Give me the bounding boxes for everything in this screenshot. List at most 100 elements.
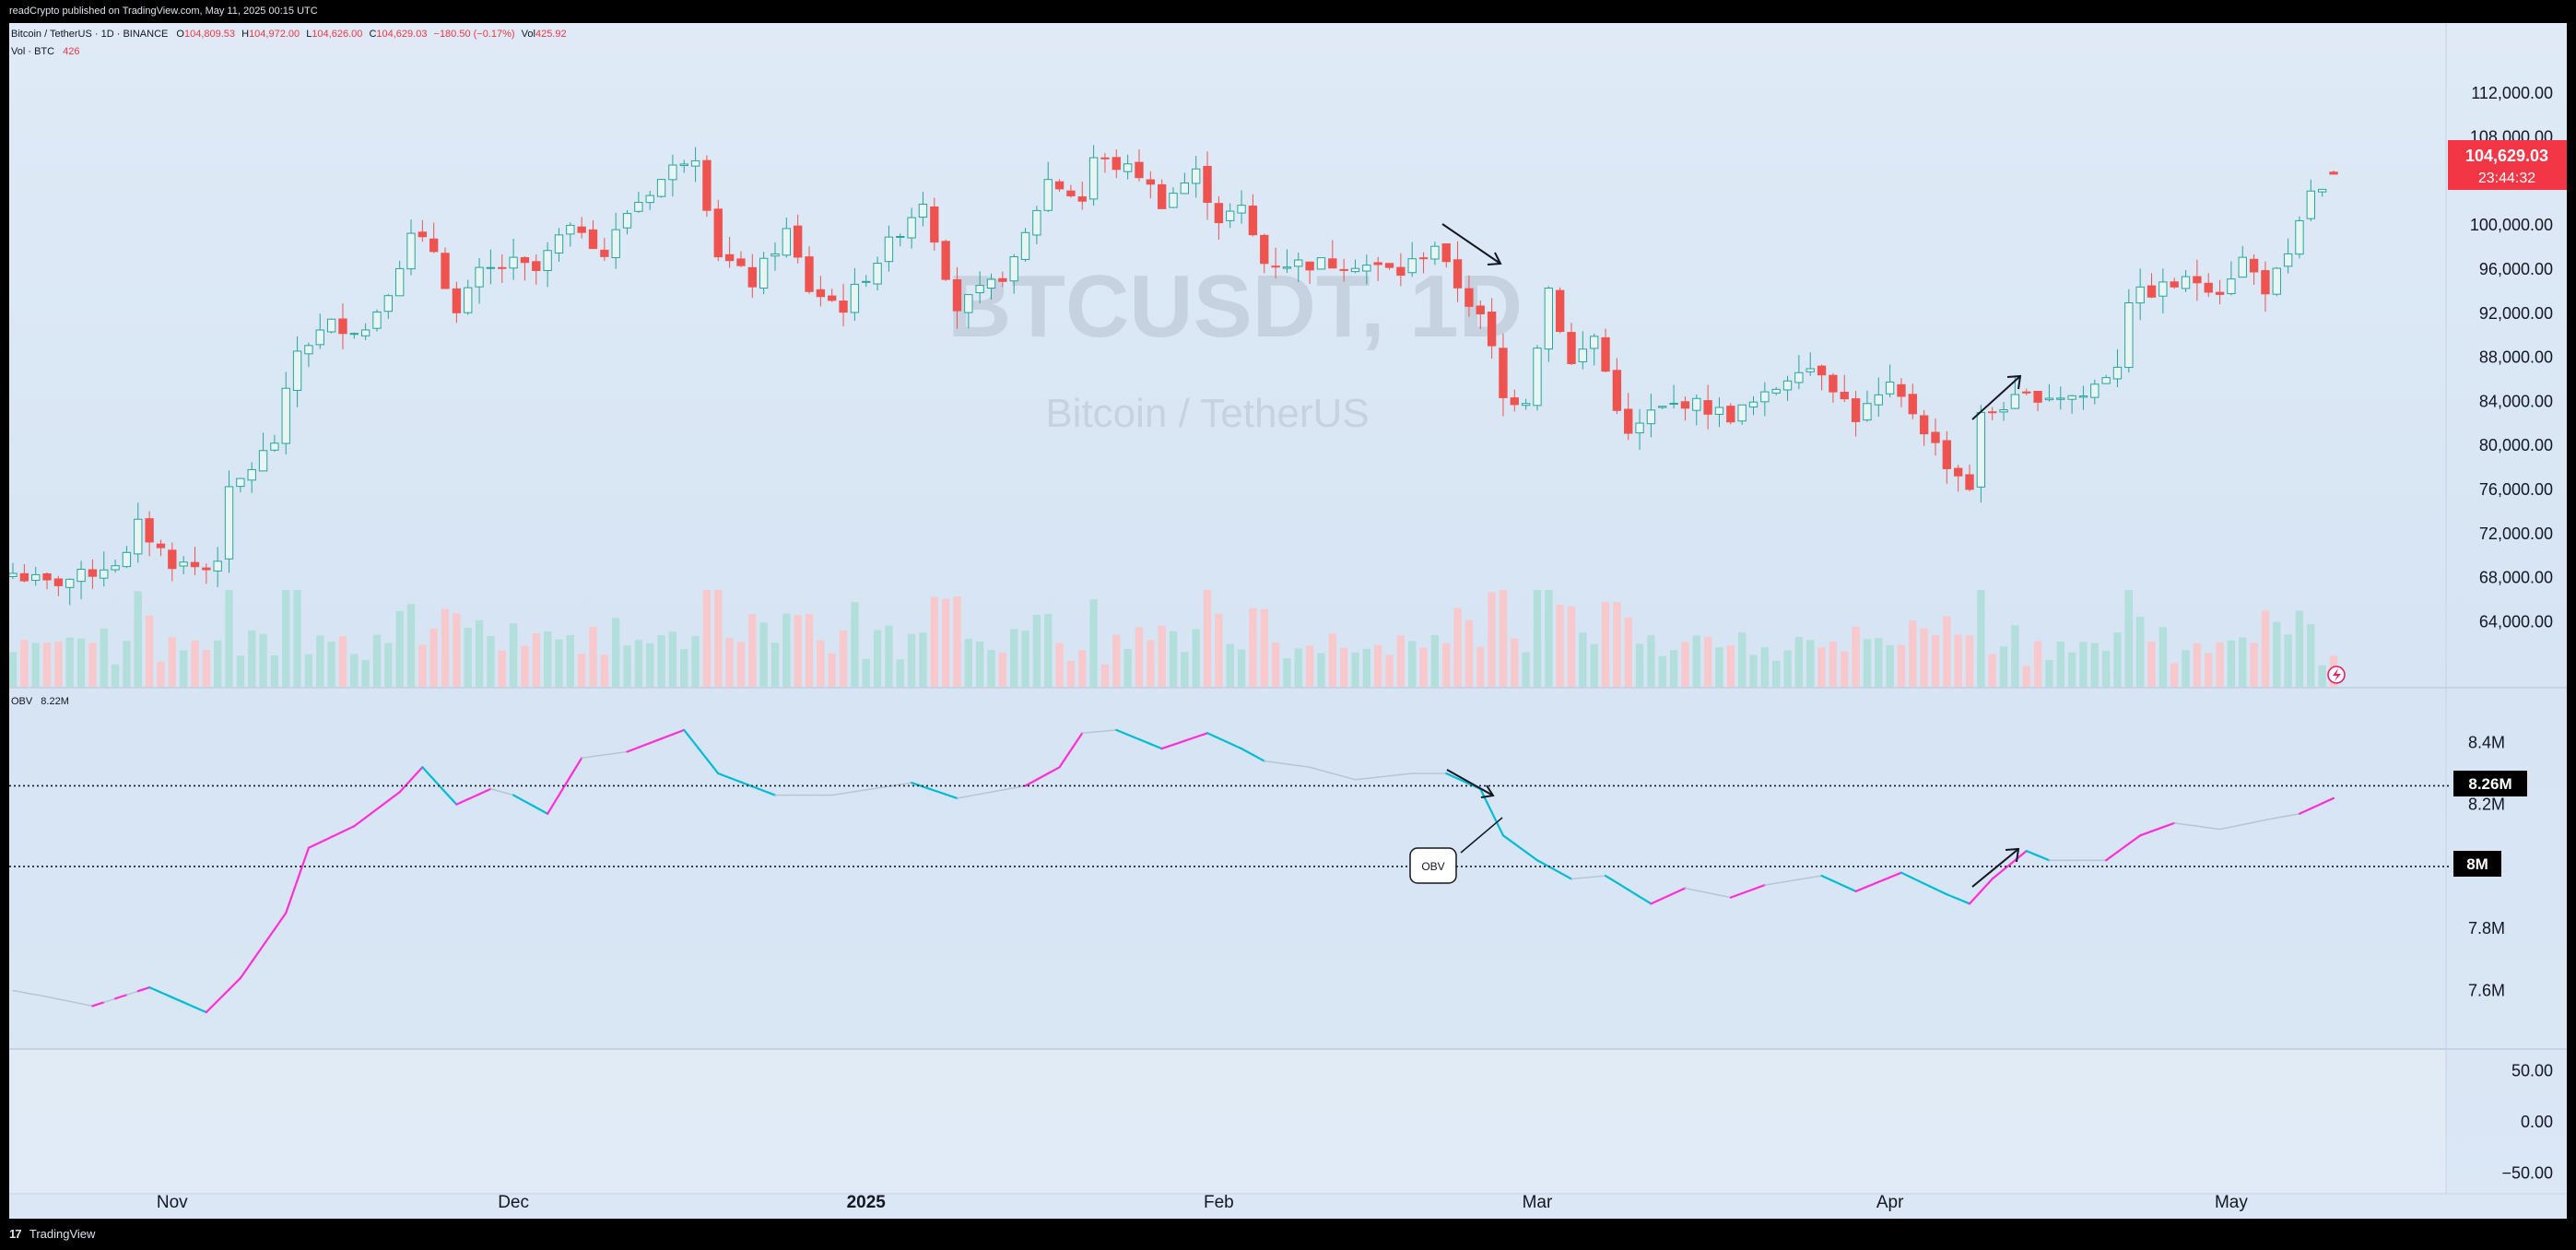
volume-bar — [20, 640, 29, 687]
volume-legend[interactable]: Vol · BTC 426 — [11, 46, 80, 57]
obv-segment — [1980, 878, 1994, 892]
obv-segment — [1854, 885, 1869, 892]
candle-body — [1829, 374, 1838, 393]
candle — [1305, 261, 1314, 285]
last-price-badge[interactable]: 104,629.03 23:44:32 — [2448, 140, 2567, 190]
candle-body — [1441, 243, 1451, 263]
obv-segment — [592, 754, 606, 758]
candle — [1430, 242, 1440, 265]
candle — [2044, 383, 2054, 402]
candle-body — [418, 231, 428, 238]
candle — [2158, 268, 2168, 313]
candle-body — [2204, 282, 2213, 293]
candle — [1748, 395, 1759, 416]
obv-segment — [1275, 761, 1288, 765]
candle — [145, 511, 154, 557]
candle-body — [770, 253, 780, 257]
candle-body — [168, 549, 177, 570]
time-axis[interactable]: Nov Dec 2025 Feb Mar Apr May — [157, 1193, 2248, 1212]
candle — [1806, 352, 1815, 376]
candle — [1794, 355, 1804, 390]
volume-bar — [2033, 641, 2042, 687]
obv-segment — [2218, 826, 2232, 831]
symbol-legend[interactable]: Bitcoin / TetherUS · 1D · BINANCE O104,8… — [11, 29, 567, 40]
candle — [2193, 259, 2202, 301]
volume-bar — [1590, 643, 1598, 687]
obv-segment — [353, 816, 367, 828]
candle — [1123, 154, 1133, 180]
candle-body — [1020, 231, 1030, 260]
candle-body — [156, 543, 166, 548]
obv-segment — [1843, 885, 1857, 892]
obv-segment — [1388, 773, 1402, 777]
candle-body — [1384, 263, 1394, 268]
volume-bar — [1237, 649, 1246, 687]
watermark-symbol: BTCUSDT, 1D — [947, 257, 1523, 356]
obv-marker-lower[interactable]: 8M — [2453, 851, 2501, 877]
obv-segment — [2230, 823, 2243, 828]
obv-segment — [136, 986, 151, 993]
volume-bar — [191, 640, 199, 687]
candle-body — [1510, 397, 1519, 406]
obv-segment — [2253, 819, 2266, 823]
candle-body — [2317, 188, 2327, 193]
candle — [304, 342, 313, 368]
candle — [713, 199, 723, 262]
obv-segment — [1332, 772, 1345, 778]
chart-svg[interactable]: BTCUSDT, 1D Bitcoin / TetherUS 112,000.0… — [9, 23, 2567, 1219]
volume-bar — [862, 658, 870, 687]
candle-body — [42, 572, 52, 581]
candle-body — [679, 163, 688, 167]
candle-body — [1305, 261, 1314, 271]
price-axis[interactable]: 112,000.00108,000.00100,000.0096,000.009… — [2470, 84, 2553, 631]
candle — [1192, 156, 1201, 198]
volume-bar — [2158, 627, 2168, 687]
candle-body — [1430, 245, 1440, 260]
lower-pane[interactable] — [9, 1050, 2446, 1193]
candle-body — [1418, 257, 1429, 260]
candle — [1567, 323, 1576, 366]
obv-axis[interactable]: 8.4M 8.2M 7.8M 7.6M — [2468, 733, 2505, 999]
obv-segment — [831, 792, 844, 796]
candle-body — [520, 256, 530, 264]
volume-bar — [805, 613, 814, 687]
candle-body — [736, 258, 746, 266]
obv-segment — [2241, 821, 2255, 826]
volume-bar — [1852, 626, 1860, 687]
candle — [964, 294, 973, 329]
volume-bar — [782, 613, 791, 687]
obv-segment — [1035, 772, 1050, 781]
obv-segment — [2105, 851, 2119, 862]
volume-bar — [1283, 658, 1291, 687]
candle-body — [1590, 336, 1599, 349]
obv-segment — [945, 793, 959, 800]
volume-bar — [975, 642, 984, 687]
candle — [1737, 404, 1747, 425]
chart-area[interactable]: BTCUSDT, 1D Bitcoin / TetherUS 112,000.0… — [9, 23, 2567, 1219]
obv-segment — [1501, 834, 1516, 845]
obv-legend[interactable]: OBV 8.22M — [11, 696, 69, 707]
obv-marker-upper[interactable]: 8.26M — [2453, 771, 2527, 796]
volume-bar — [2193, 643, 2202, 687]
candle — [952, 266, 962, 329]
lower-pane-axis[interactable]: 50.00 0.00 −50.00 — [2501, 1062, 2553, 1183]
candle-body — [429, 238, 439, 253]
candle — [2124, 289, 2134, 373]
obv-segment — [489, 788, 503, 793]
lightning-icon[interactable] — [2327, 666, 2346, 684]
publish-header: readCrypto published on TradingView.com,… — [0, 0, 2576, 23]
candle — [816, 276, 826, 307]
obv-segment — [1707, 891, 1721, 896]
candle — [1714, 397, 1724, 428]
obv-segment — [1752, 884, 1766, 890]
obv-callout[interactable]: OBV — [1409, 817, 1503, 884]
volume-legend-value: 426 — [63, 46, 80, 57]
candle — [759, 252, 769, 295]
volume-bar — [76, 638, 86, 687]
volume-bar — [1010, 629, 1018, 687]
candle — [1476, 300, 1485, 329]
obv-segment — [1911, 877, 1925, 885]
candle — [862, 275, 871, 288]
candle — [1590, 333, 1599, 366]
volume-bar — [145, 615, 154, 687]
